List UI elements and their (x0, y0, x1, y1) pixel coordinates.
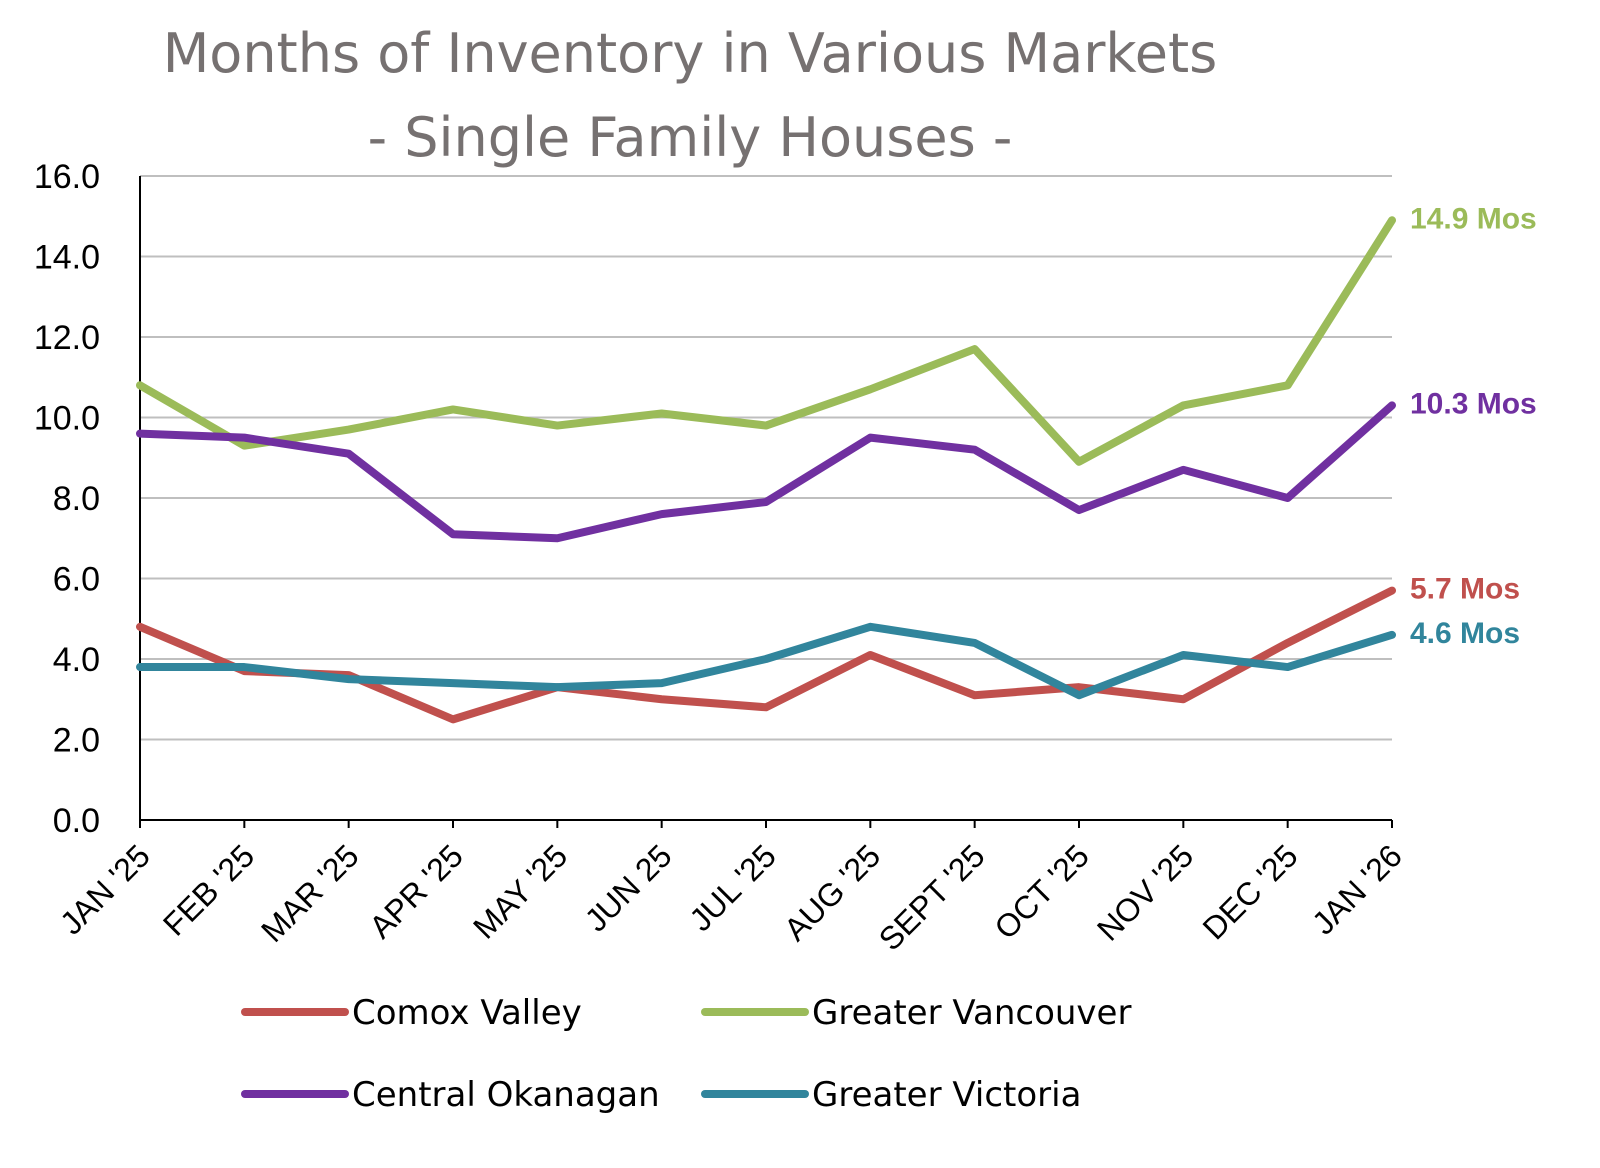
x-tick-label: MAR '25 (254, 837, 366, 949)
y-tick-label: 2.0 (53, 722, 100, 760)
y-tick-label: 10.0 (34, 400, 100, 438)
end-label-greater-victoria: 4.6 Mos (1410, 617, 1520, 650)
legend: Comox Valley Greater Vancouver Central Oka… (241, 993, 1131, 1115)
y-tick-label: 0.0 (53, 802, 100, 840)
chart-subtitle: - Single Family Houses - (368, 106, 1013, 169)
x-tick-label: MAY '25 (466, 837, 574, 945)
x-tick-label: AUG '25 (777, 837, 887, 947)
legend-label: Comox Valley (352, 993, 582, 1033)
end-label-comox-valley: 5.7 Mos (1410, 573, 1520, 606)
end-labels: 14.9 Mos 10.3 Mos 5.7 Mos 4.6 Mos (1410, 202, 1537, 650)
x-tick-label: JUN 25 (578, 837, 679, 938)
y-tick-label: 16.0 (34, 158, 100, 196)
y-axis-ticks: 0.0 2.0 4.0 6.0 8.0 10.0 12.0 14.0 16.0 (34, 158, 100, 840)
end-label-greater-vancouver: 14.9 Mos (1410, 202, 1537, 235)
x-tick-label: JAN '25 (53, 837, 157, 941)
y-tick-label: 12.0 (34, 319, 100, 357)
x-tick-label: SEPT '25 (872, 837, 992, 957)
legend-label: Greater Vancouver (812, 993, 1131, 1033)
x-tick-label: FEB '25 (156, 837, 261, 942)
chart-title: Months of Inventory in Various Markets (163, 22, 1218, 85)
y-tick-label: 14.0 (34, 239, 100, 277)
x-tick-label: JUL '25 (682, 837, 783, 938)
series-line-central-okanagan (136, 401, 1396, 543)
x-tick-label: JAN '26 (1305, 837, 1409, 941)
y-tick-label: 4.0 (53, 641, 100, 679)
series-lines (136, 216, 1396, 724)
legend-label: Central Okanagan (352, 1075, 660, 1115)
y-tick-label: 8.0 (53, 480, 100, 518)
legend-label: Greater Victoria (812, 1075, 1081, 1115)
series-line-greater-vancouver (136, 216, 1396, 466)
x-tick-label: APR '25 (362, 837, 470, 945)
end-label-central-okanagan: 10.3 Mos (1410, 387, 1537, 420)
x-tick-label: NOV '25 (1090, 837, 1200, 947)
series-line-greater-victoria (136, 622, 1396, 700)
x-tick-label: OCT '25 (987, 837, 1096, 946)
x-tick-label: DEC '25 (1196, 837, 1305, 946)
y-tick-label: 6.0 (53, 561, 100, 599)
